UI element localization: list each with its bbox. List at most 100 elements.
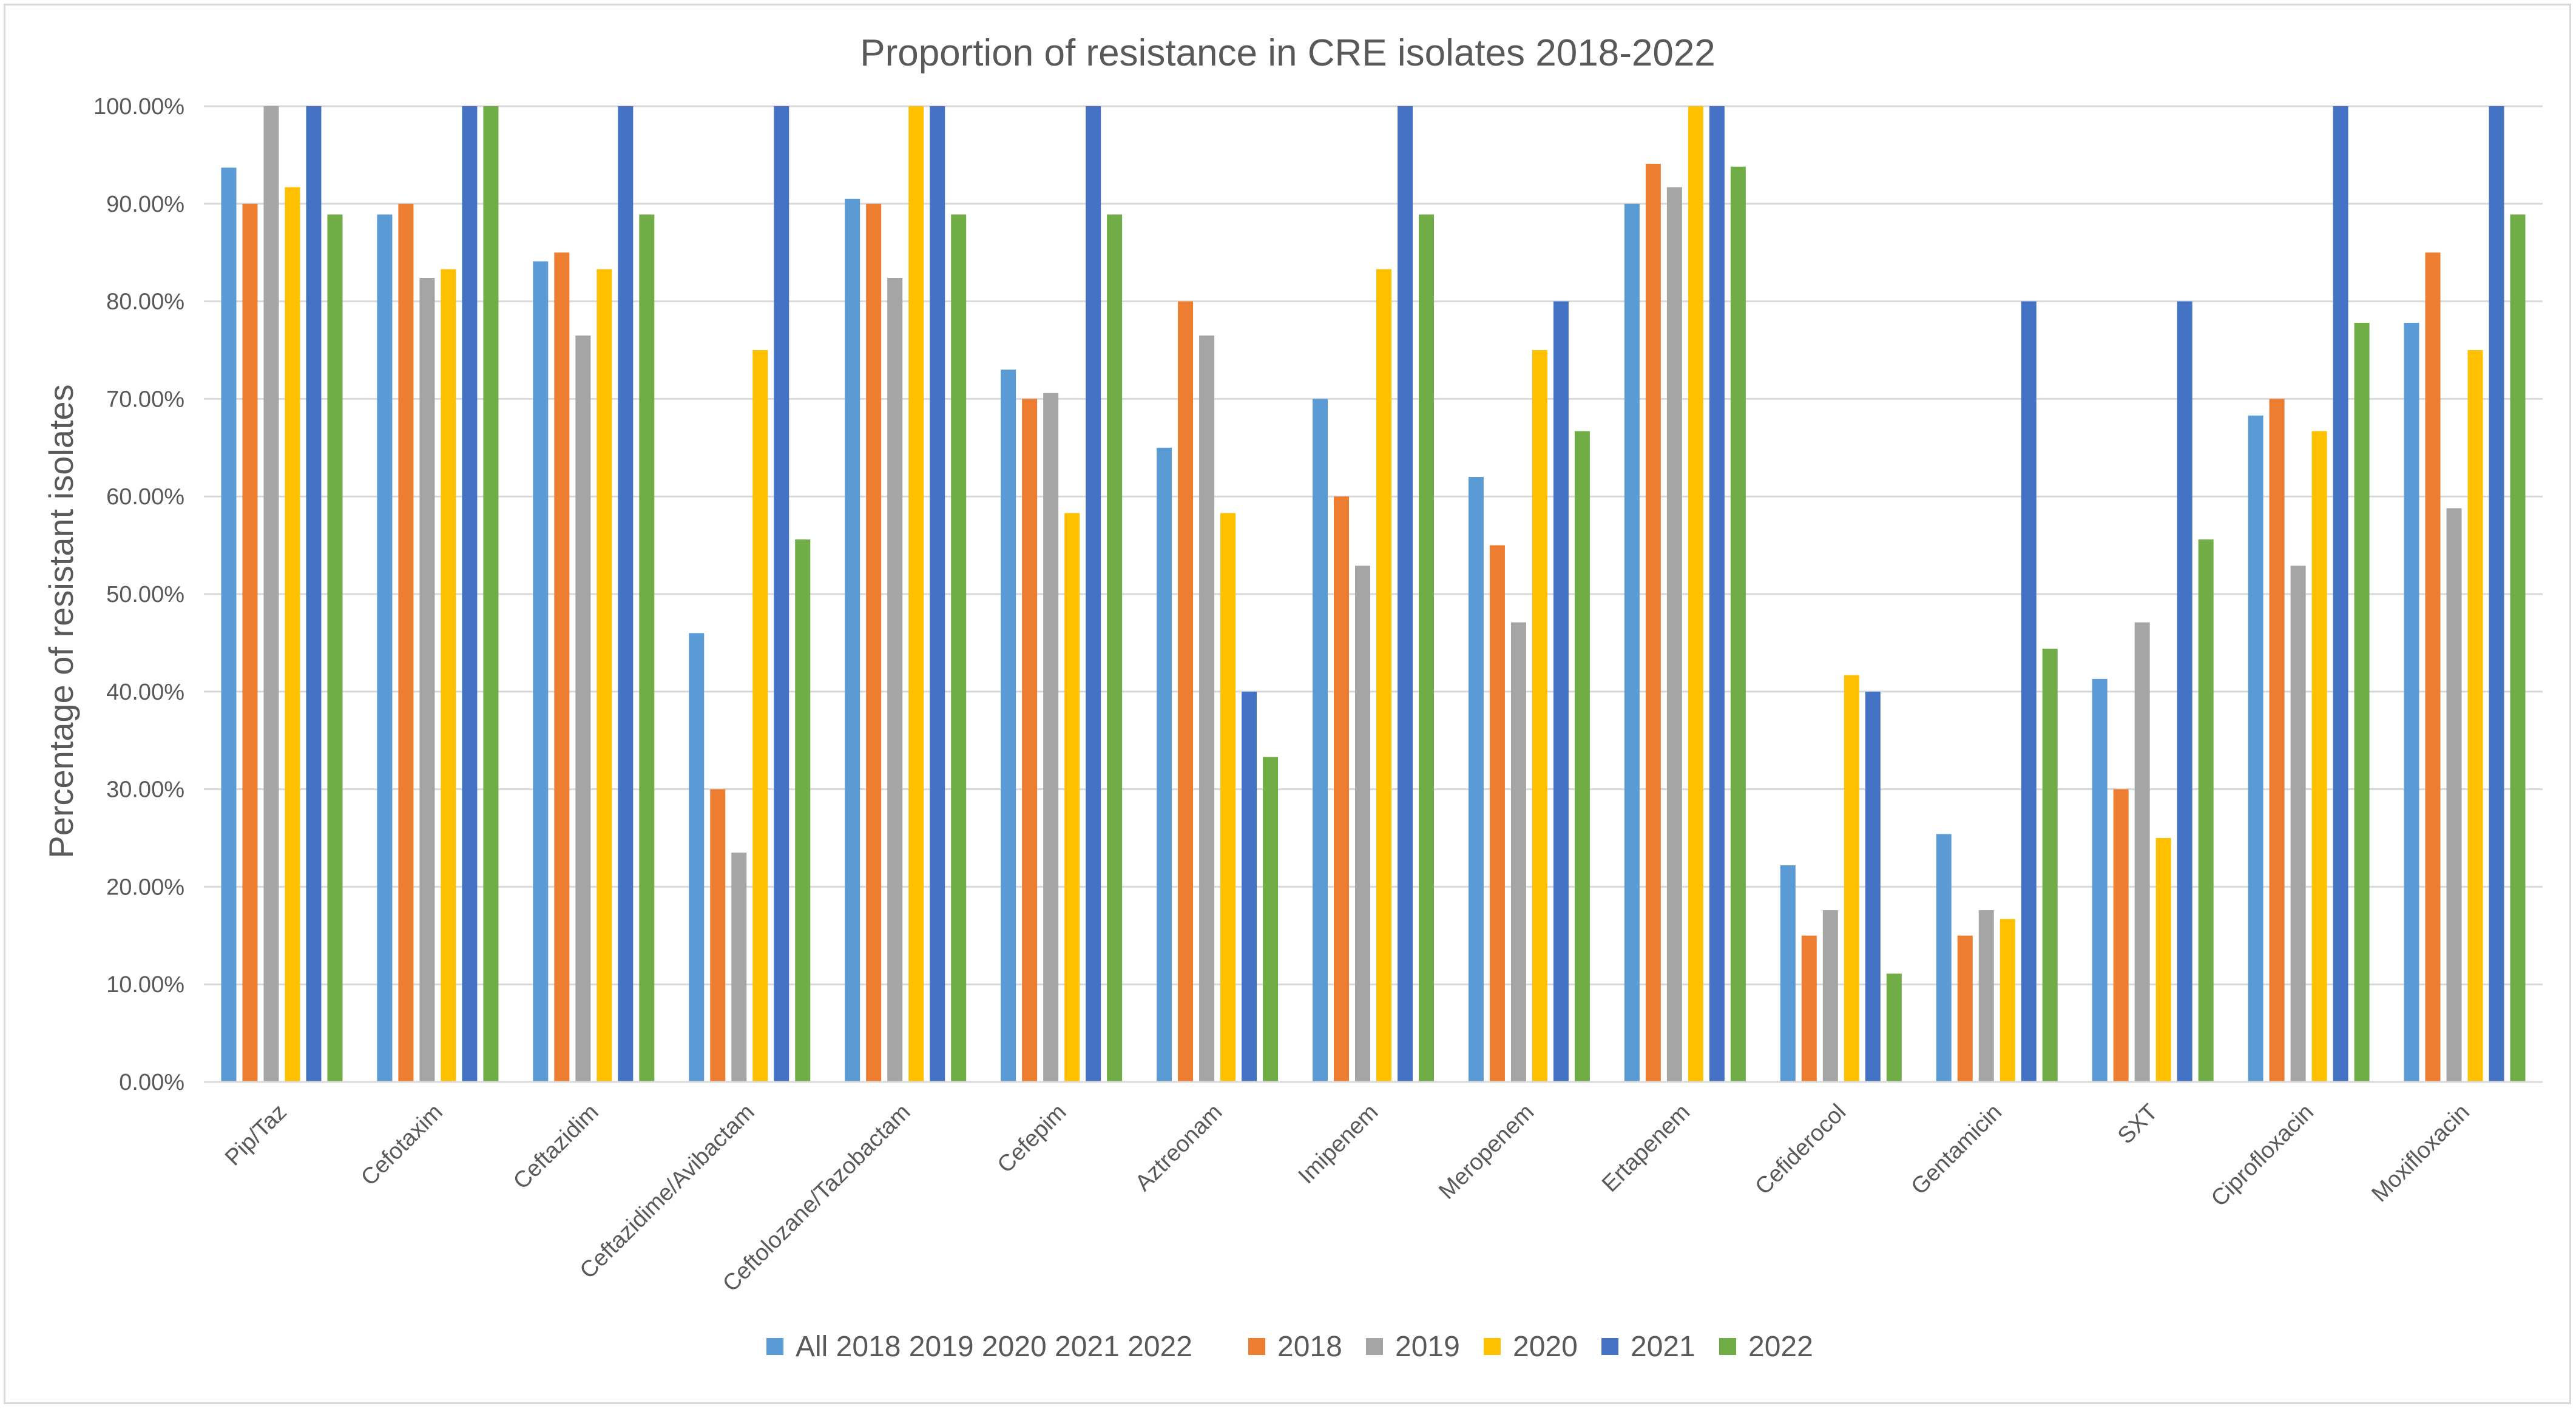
bar bbox=[1220, 513, 1236, 1082]
y-tick-label: 80.00% bbox=[106, 289, 184, 315]
x-tick-label: Ceftazidime/Avibactam bbox=[575, 1100, 760, 1284]
legend-swatch bbox=[1601, 1338, 1618, 1355]
legend-item[interactable]: 2020 bbox=[1484, 1331, 1578, 1363]
bar bbox=[2177, 301, 2192, 1083]
x-tick-label: SXT bbox=[2113, 1100, 2163, 1149]
bar bbox=[1865, 691, 1881, 1082]
bar bbox=[2489, 106, 2504, 1082]
x-tick-label: Meropenem bbox=[1434, 1100, 1539, 1205]
legend[interactable]: All 2018 2019 2020 2021 2022 2018 2019 2020… bbox=[766, 1331, 1813, 1363]
y-tick-label: 50.00% bbox=[106, 582, 184, 607]
bar bbox=[2000, 919, 2015, 1082]
bar bbox=[533, 261, 549, 1082]
bar bbox=[1510, 622, 1526, 1082]
legend-swatch bbox=[766, 1338, 783, 1355]
x-tick-label: Gentamicin bbox=[1906, 1100, 2007, 1200]
y-tick-label: 90.00% bbox=[106, 192, 184, 217]
legend-label: 2021 bbox=[1631, 1331, 1695, 1363]
bar bbox=[752, 350, 768, 1082]
bar bbox=[327, 214, 343, 1082]
bar bbox=[263, 106, 279, 1082]
legend-item[interactable]: 2022 bbox=[1719, 1331, 1813, 1363]
bar bbox=[419, 278, 435, 1082]
bar bbox=[1822, 910, 1838, 1082]
legend-item[interactable]: 2018 bbox=[1248, 1331, 1342, 1363]
bar bbox=[2510, 214, 2526, 1082]
bar bbox=[1263, 757, 1279, 1082]
bar bbox=[1001, 370, 1016, 1083]
bar bbox=[2198, 539, 2214, 1082]
bar bbox=[1398, 106, 1413, 1082]
bar bbox=[2134, 622, 2150, 1082]
bar bbox=[866, 203, 882, 1082]
bar bbox=[2425, 252, 2441, 1083]
bar bbox=[2269, 399, 2285, 1082]
bar bbox=[2311, 431, 2327, 1082]
bar bbox=[731, 853, 747, 1082]
bar bbox=[483, 106, 499, 1082]
y-tick-label: 20.00% bbox=[106, 874, 184, 900]
bar bbox=[1157, 447, 1172, 1082]
bar bbox=[1780, 865, 1796, 1082]
legend-swatch bbox=[1248, 1338, 1265, 1355]
bar bbox=[1022, 399, 1038, 1082]
bar bbox=[2248, 415, 2263, 1082]
bar bbox=[221, 167, 237, 1083]
bar bbox=[2113, 789, 2129, 1082]
y-tick-label: 30.00% bbox=[106, 777, 184, 803]
bar bbox=[1043, 393, 1059, 1083]
bar bbox=[1242, 691, 1257, 1082]
bar bbox=[951, 214, 967, 1082]
legend-swatch bbox=[1366, 1338, 1383, 1355]
bar bbox=[1376, 269, 1391, 1082]
x-tick-label: Pip/Taz bbox=[220, 1100, 292, 1171]
bars bbox=[221, 106, 2526, 1083]
bar bbox=[908, 106, 924, 1082]
y-tick-label: 10.00% bbox=[106, 972, 184, 998]
bar bbox=[462, 106, 478, 1082]
x-tick-label: Ertapenem bbox=[1597, 1100, 1695, 1197]
y-axis-label: Percentage of resistant isolates bbox=[42, 384, 80, 858]
bar bbox=[2042, 649, 2058, 1082]
y-tick-label: 70.00% bbox=[106, 387, 184, 412]
bar bbox=[1199, 335, 1215, 1082]
legend-label: 2020 bbox=[1513, 1331, 1578, 1363]
bar bbox=[1532, 350, 1547, 1082]
bar bbox=[689, 633, 705, 1082]
legend-swatch bbox=[1719, 1338, 1736, 1355]
bar bbox=[2092, 678, 2108, 1082]
bar bbox=[575, 335, 591, 1082]
y-tick-label: 40.00% bbox=[106, 680, 184, 705]
x-tick-label: Ceftazidim bbox=[509, 1100, 604, 1195]
bar bbox=[1064, 513, 1080, 1082]
bar bbox=[774, 106, 789, 1082]
bar bbox=[1355, 566, 1370, 1082]
bar bbox=[2021, 301, 2037, 1083]
x-tick-label: Cefiderocol bbox=[1751, 1100, 1851, 1200]
x-tick-label: Moxifloxacin bbox=[2367, 1100, 2475, 1208]
y-axis-ticks: 0.00% 10.00% 20.00% 30.00% 40.00% 50.00% 60.00… bbox=[93, 94, 184, 1095]
bar bbox=[1709, 106, 1725, 1082]
bar bbox=[1178, 301, 1194, 1083]
bar bbox=[618, 106, 634, 1082]
bar bbox=[1489, 545, 1505, 1082]
bar bbox=[1086, 106, 1101, 1082]
bar bbox=[1574, 431, 1590, 1082]
bar bbox=[639, 214, 655, 1082]
legend-item[interactable]: All 2018 2019 2020 2021 2022 bbox=[766, 1331, 1192, 1363]
bar bbox=[930, 106, 945, 1082]
x-tick-label: Aztreonam bbox=[1131, 1100, 1228, 1197]
bar bbox=[1419, 214, 1434, 1082]
legend-label: 2019 bbox=[1395, 1331, 1460, 1363]
bar bbox=[377, 214, 393, 1082]
legend-item[interactable]: 2021 bbox=[1601, 1331, 1695, 1363]
bar bbox=[2467, 350, 2483, 1082]
bar bbox=[2290, 566, 2306, 1082]
legend-item[interactable]: 2019 bbox=[1366, 1331, 1460, 1363]
bar bbox=[1553, 301, 1569, 1083]
bar bbox=[2155, 838, 2171, 1082]
bar bbox=[1936, 834, 1952, 1082]
bar bbox=[1957, 935, 1973, 1082]
x-tick-label: Ciprofloxacin bbox=[2206, 1100, 2319, 1212]
